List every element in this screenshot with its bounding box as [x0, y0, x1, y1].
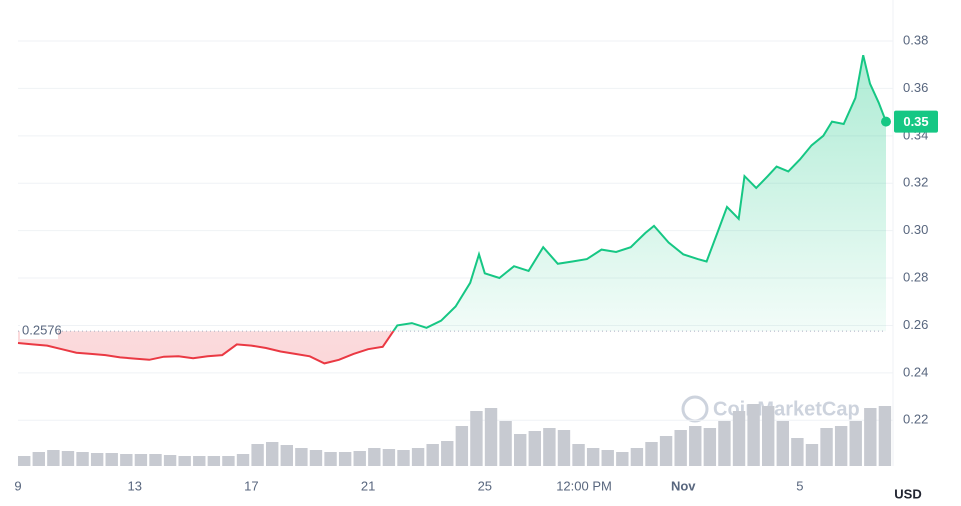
volume-bar: [572, 444, 585, 466]
y-tick-label: 0.26: [903, 317, 928, 332]
baseline-label: 0.2576: [22, 323, 62, 338]
volume-bar: [382, 449, 396, 466]
currency: USD: [894, 486, 921, 501]
volume-bar: [703, 428, 717, 466]
x-tick-label: 9: [14, 478, 21, 493]
volume-bar: [76, 452, 89, 466]
volume-bar: [878, 406, 892, 466]
volume-bar: [397, 450, 410, 466]
volume-bar: [820, 428, 833, 466]
volume-bar: [222, 456, 235, 466]
y-tick-label: 0.30: [903, 222, 928, 237]
volume-bar: [645, 442, 658, 466]
volume-bar: [163, 455, 177, 466]
volume-bar: [791, 438, 804, 466]
volume-bar: [338, 452, 352, 466]
y-tick-label: 0.36: [903, 80, 928, 95]
volume-bar: [309, 450, 323, 466]
volume-bar: [324, 452, 337, 466]
volume-bar: [659, 436, 673, 466]
volume-bar: [193, 456, 206, 466]
volume-bar: [266, 442, 279, 466]
volume-bar: [732, 411, 746, 466]
area-down: [18, 331, 886, 364]
volume-bar: [455, 426, 469, 466]
volume-bar: [805, 444, 819, 466]
volume-bar: [353, 451, 366, 466]
volume-bar: [528, 431, 541, 466]
volume-bar: [61, 451, 75, 466]
volume-bar: [514, 434, 527, 466]
volume-bar: [499, 421, 512, 466]
x-tick-label: 25: [478, 478, 492, 493]
y-tick-label: 0.32: [903, 175, 928, 190]
volume-bar: [236, 454, 250, 466]
watermark-logo: [681, 395, 709, 423]
volume-bar: [134, 454, 148, 466]
volume-bar: [616, 452, 629, 466]
volume-bar: [426, 444, 439, 466]
volume-bar: [586, 448, 600, 466]
volume-bar: [601, 450, 614, 466]
x-tick-label: Nov: [671, 478, 696, 493]
volume-bar: [441, 441, 454, 466]
volume-bar: [864, 408, 877, 466]
y-tick-label: 0.24: [903, 364, 928, 379]
x-tick-label: 5: [796, 478, 803, 493]
volume-bar: [689, 426, 702, 466]
volume-bar: [47, 450, 60, 466]
volume-bar: [557, 430, 571, 466]
volume-bar: [368, 448, 381, 466]
volume-bar: [105, 453, 118, 466]
x-tick-label: 13: [127, 478, 141, 493]
line-down: [17, 331, 395, 365]
volume-bar: [178, 456, 191, 466]
x-tick-label: 21: [361, 478, 375, 493]
volume-bar: [849, 421, 862, 466]
volume-bar: [776, 421, 789, 466]
current-point: [881, 116, 891, 127]
line-up: [392, 54, 887, 332]
volume-bar: [295, 448, 308, 466]
volume-bar: [543, 428, 556, 466]
volume-bar: [18, 456, 31, 466]
volume-bar: [120, 454, 133, 466]
volume-bar: [207, 456, 221, 466]
x-tick-label: 12:00 PM: [556, 478, 612, 493]
volume-bar: [470, 411, 483, 466]
y-tick-label: 0.22: [903, 412, 928, 427]
volume-bar: [32, 452, 45, 466]
volume-bar: [251, 444, 264, 466]
volume-bar: [747, 404, 760, 466]
volume-bar: [718, 421, 731, 466]
volume-bar: [484, 408, 498, 466]
baseline-label-bg: [20, 322, 58, 340]
volume-bar: [834, 426, 848, 466]
y-tick-label: 0.38: [903, 32, 928, 47]
area-up: [393, 55, 886, 332]
volume-bar: [280, 445, 293, 466]
current-label: 0.35: [903, 114, 928, 129]
y-tick-label: 0.28: [903, 269, 928, 284]
volume-bar: [762, 406, 775, 466]
current-badge: [894, 110, 938, 133]
volume-bar: [411, 448, 425, 466]
volume-bar: [149, 454, 162, 466]
volume-bar: [630, 448, 644, 466]
volume-bar: [674, 430, 687, 466]
volume-bar: [90, 453, 104, 466]
x-tick-label: 17: [244, 478, 258, 493]
